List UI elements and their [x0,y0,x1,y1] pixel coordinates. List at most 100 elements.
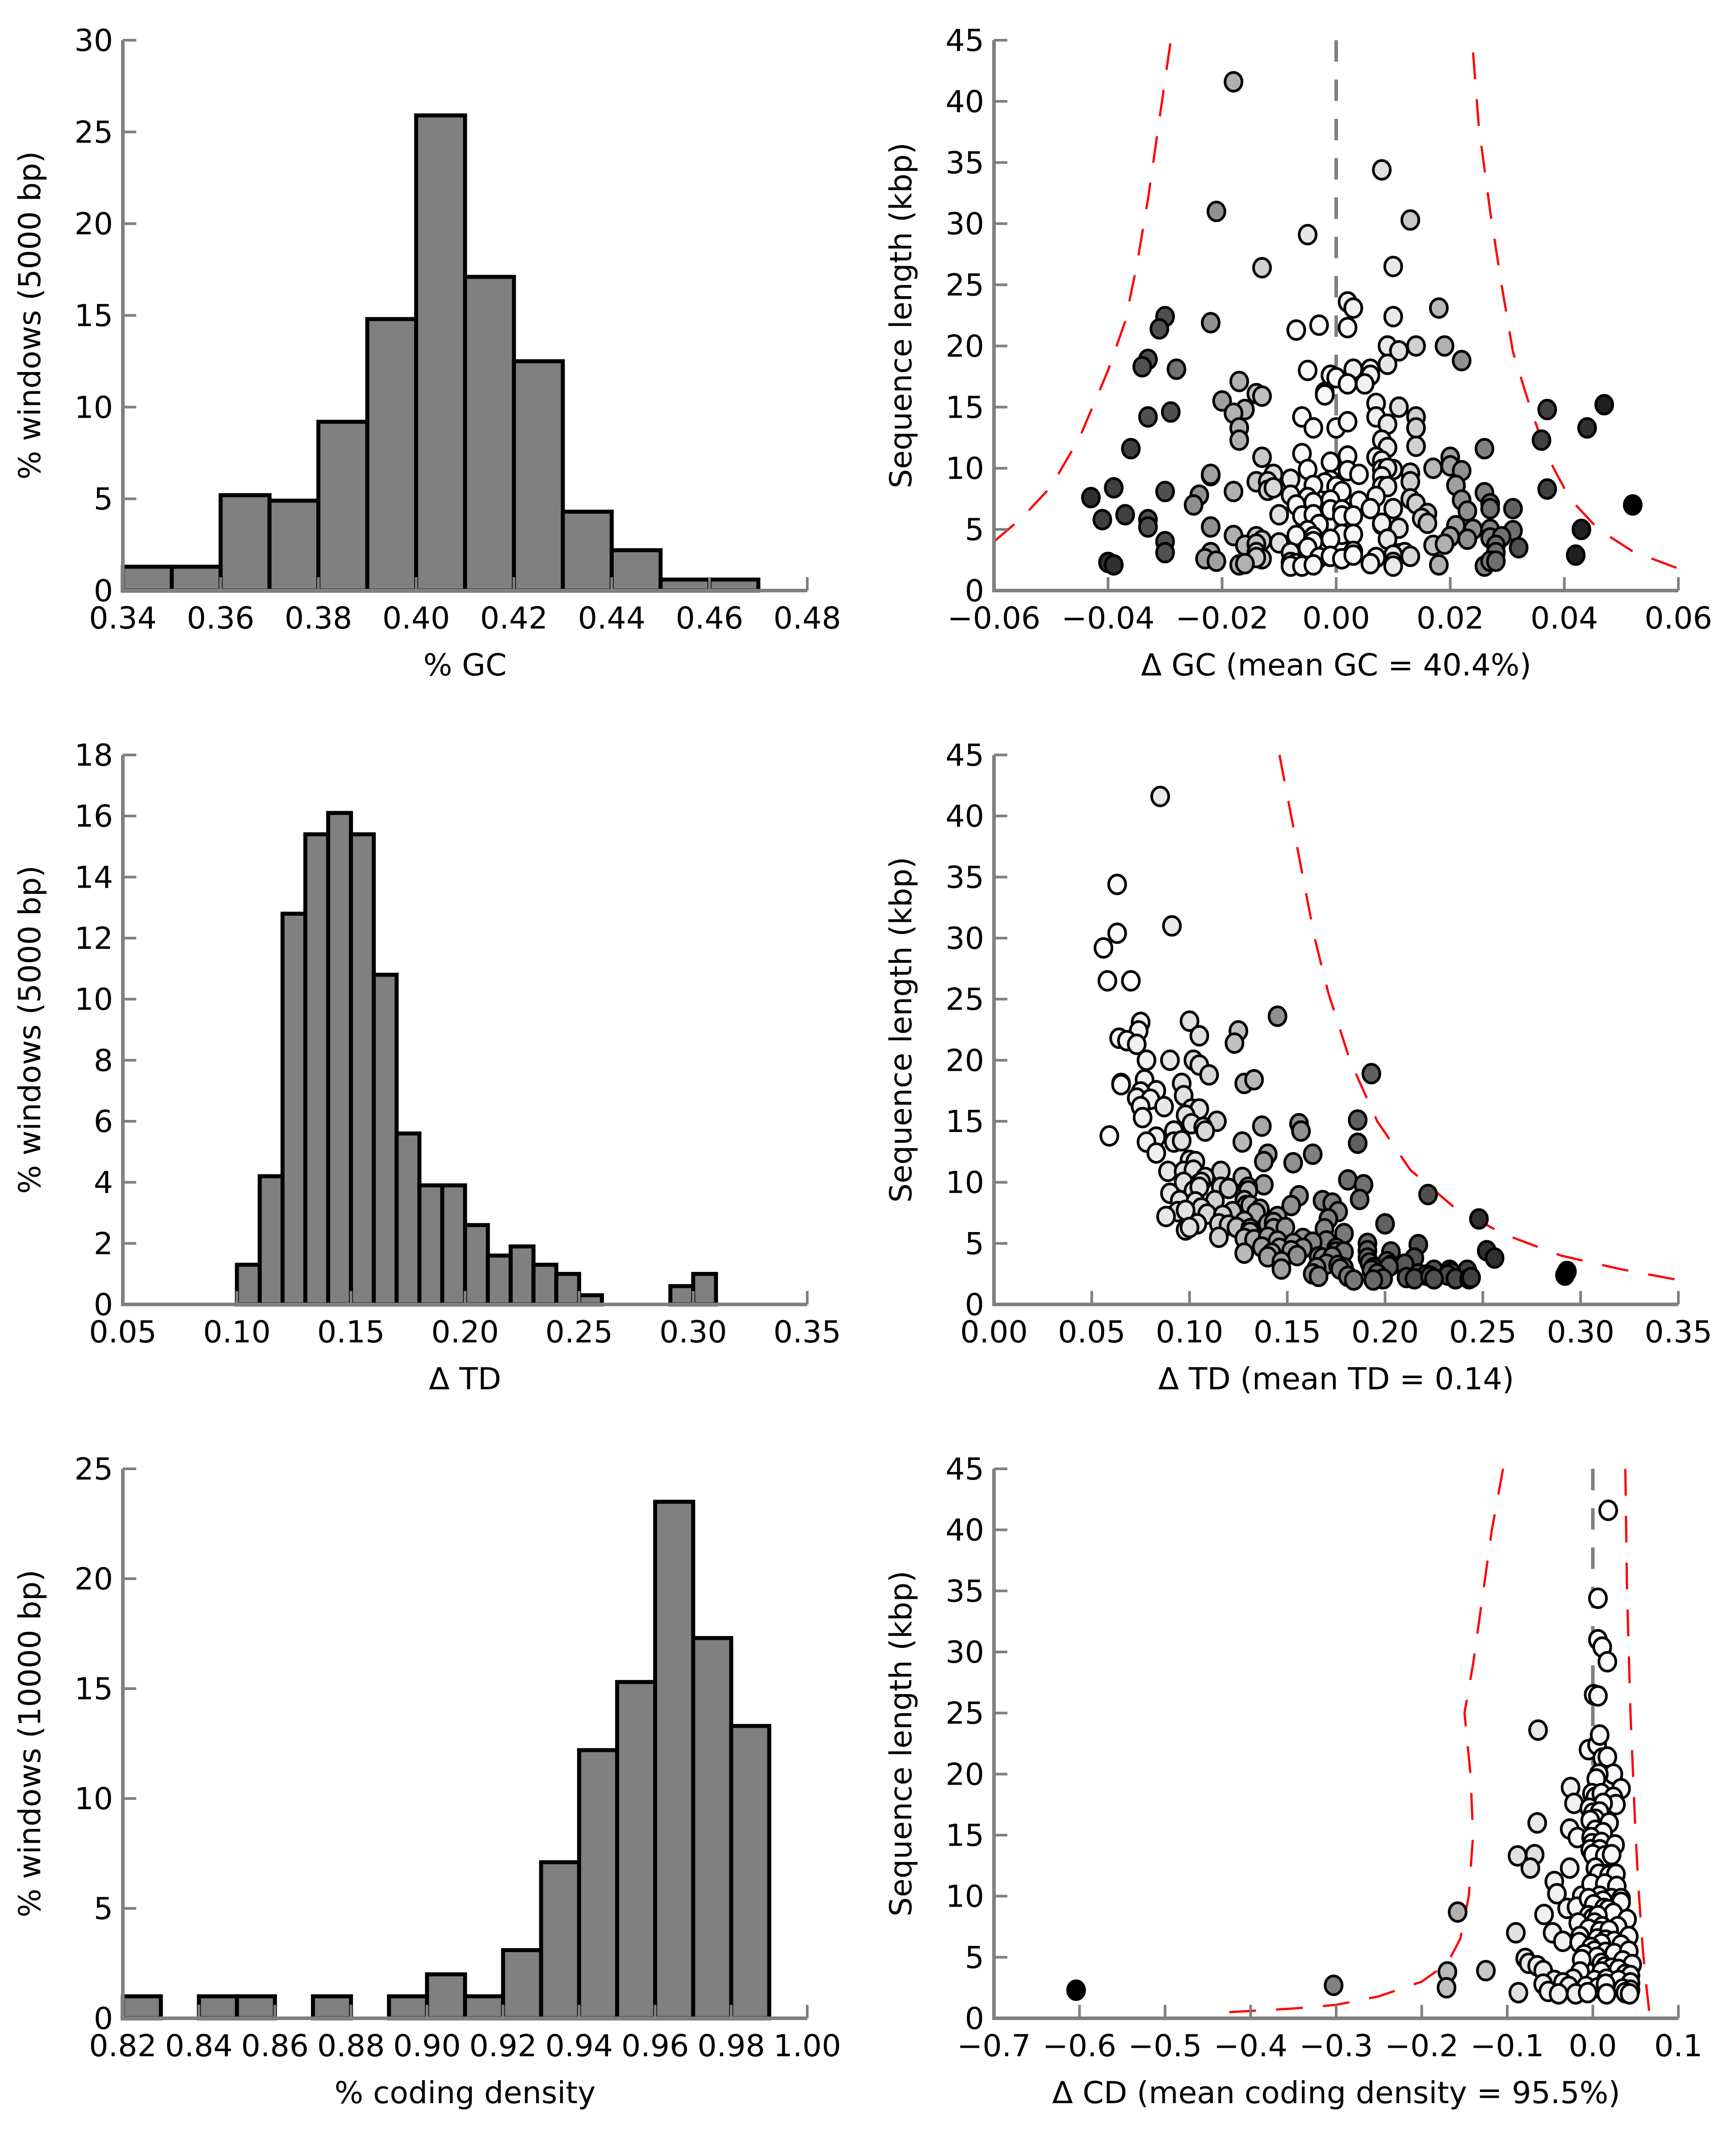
scatter-point [1520,1857,1540,1879]
histogram-bar [197,1994,239,2021]
scatter-point [1348,1109,1368,1131]
histogram-bar [668,1284,696,1307]
scatter-point [1338,317,1358,339]
scatter-point [1115,504,1135,526]
scatter-point [1354,373,1375,395]
y-axis-label: % windows (10000 bp) [13,1570,48,1918]
scatter-point [1104,554,1124,576]
scatter-point [1303,417,1323,439]
scatter-point [1509,537,1529,559]
scatter-point [1315,384,1335,406]
y-tick-label: 14 [74,860,113,895]
y-tick-label: 45 [945,738,984,773]
scatter-point [1149,318,1170,340]
y-tick-label: 0 [94,1287,113,1323]
scatter-point [1547,1883,1567,1905]
scatter-point [1406,335,1426,357]
scatter-point [1066,1979,1086,2001]
scatter-point [1531,429,1551,451]
y-tick-label: 10 [74,390,113,425]
x-tick-label: 0.35 [773,1315,841,1350]
scatter-point [1437,1977,1457,1999]
scatter-point [1183,494,1203,516]
scatter-point [1199,1064,1219,1086]
y-tick-label: 0 [965,1287,984,1323]
scatter-point [1309,314,1329,336]
histogram-bar [121,565,174,593]
histogram-bar [257,1174,285,1307]
y-tick-label: 0 [94,574,113,609]
x-tick-label: 0.06 [1644,601,1712,636]
histogram-bar [414,113,467,593]
scatter-point [1201,463,1221,485]
scatter-point [1343,505,1363,527]
scatter-point [1160,1049,1180,1071]
scatter-point [1201,516,1221,538]
scatter-point [1451,350,1472,372]
histogram-bar [311,1994,353,2021]
y-axis-label: Sequence length (kbp) [884,1571,919,1916]
scatter-point [1527,1812,1547,1834]
scatter-point [1534,1903,1554,1925]
scatter-point [1457,500,1477,522]
x-tick-label: 0.92 [469,2029,537,2064]
x-tick-label: 0.82 [89,2029,156,2064]
scatter-point [1121,438,1141,460]
y-tick-label: 40 [945,1513,984,1548]
scatter-point [1360,498,1380,520]
scatter-point [1235,553,1255,574]
histogram-bar [691,1636,734,2021]
x-tick-label: −0.1 [1470,2029,1544,2064]
scatter-point [1338,411,1358,433]
scatter-point [1469,1208,1489,1230]
scatter-point [1578,1982,1598,2004]
scatter-point [1405,1268,1425,1290]
scatter-point [1219,1178,1239,1199]
scatter-point [1298,224,1318,246]
x-tick-label: −0.6 [1043,2029,1116,2064]
scatter-point [1132,356,1152,377]
y-tick-label: 5 [965,1940,984,1975]
histogram-bar [218,493,272,593]
x-tick-label: 0.94 [545,2029,613,2064]
scatter-point [1400,209,1420,231]
scatter-point [1166,358,1187,380]
panel-td-histogram: 0 2 4 6 8 10 12 14 16 18 0.05 0.10 0.15 0.20 0.25 0.30 0… [13,738,841,1397]
scatter-point [1598,1499,1618,1521]
scatter-point [1588,1587,1608,1609]
x-tick-label: 0.0 [1568,2029,1617,2064]
x-tick-label: −0.3 [1299,2029,1373,2064]
scatter-point [1348,1132,1368,1154]
y-tick-label: 5 [94,1891,113,1927]
y-tick-label: 25 [945,268,984,303]
x-tick-label: 0.48 [773,601,841,636]
scatter-point [1155,542,1175,564]
scatter-point [1252,1115,1272,1137]
y-tick-label: 35 [945,146,984,181]
histogram-bar [121,1994,163,2021]
scatter-point [1224,481,1244,503]
scatter-point [1136,1049,1157,1071]
scatter-point [1429,297,1449,319]
scatter-point [1406,417,1426,439]
x-tick-label: 0.36 [187,601,254,636]
scatter-point [1571,519,1591,541]
scatter-point [1338,373,1358,395]
scatter-point [1303,554,1323,576]
y-tick-label: 20 [74,1562,113,1597]
x-tick-label: 0.98 [697,2029,765,2064]
scatter-point [1321,451,1341,473]
x-tick-label: 0.05 [1058,1315,1125,1350]
x-axis-label: % GC [424,648,507,683]
scatter-point [1372,159,1392,181]
confidence-bound-upper [1472,52,1679,570]
scatter-point [1457,528,1477,550]
scatter-point [1537,398,1557,420]
scatter-point [1146,1142,1166,1164]
y-tick-label: 20 [945,329,984,364]
scatter-point [1461,1266,1481,1288]
x-tick-label: 0.1 [1654,2029,1702,2064]
x-tick-label: 0.20 [1351,1315,1419,1350]
scatter-point [1619,1983,1640,2005]
